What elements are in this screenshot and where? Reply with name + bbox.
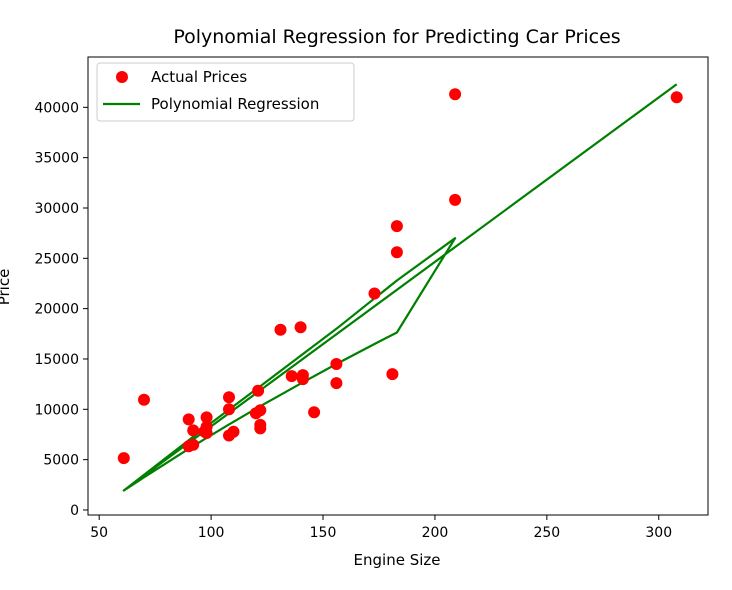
data-point [187,438,200,451]
data-point [294,321,307,334]
plot-area [117,83,683,492]
data-point [254,422,267,435]
y-tick-label: 35000 [34,151,79,167]
legend-label-actual-prices: Actual Prices [151,68,247,86]
y-tick-label: 10000 [34,402,79,418]
data-point [296,373,309,386]
y-axis: 0 5000 10000 15000 20000 25000 30000 35000 40000 [34,100,88,519]
data-point [187,424,200,437]
data-point [274,323,287,336]
x-axis-label: Engine Size [354,551,441,569]
legend-label-polynomial-regression: Polynomial Regression [151,95,319,113]
data-point [223,391,235,404]
data-point [390,220,403,233]
data-point [670,91,683,104]
data-point [330,358,343,370]
legend-marker-actual-prices [116,71,128,83]
x-tick-label: 50 [90,525,108,541]
y-tick-label: 0 [70,503,79,519]
data-point [390,246,403,259]
y-tick-label: 5000 [43,453,79,469]
chart-title: Polynomial Regression for Predicting Car… [173,26,620,48]
y-tick-label: 30000 [34,201,79,217]
y-axis-label: Price [0,269,13,306]
x-axis: 50 100 150 200 250 300 [90,515,672,541]
data-point [449,193,462,206]
data-point [254,404,267,417]
data-point [449,88,462,101]
x-tick-label: 250 [533,525,560,541]
y-tick-label: 40000 [34,100,79,116]
data-point [227,425,240,438]
data-point [223,403,235,416]
data-point [386,368,399,381]
y-tick-label: 15000 [34,352,79,368]
data-point [252,384,265,397]
data-point [182,413,195,426]
x-tick-label: 100 [198,525,225,541]
data-point [285,370,298,383]
legend: Actual Prices Polynomial Regression [96,62,355,122]
data-point [368,287,381,300]
data-point [308,406,321,419]
legend-box [96,62,355,122]
y-tick-label: 25000 [34,251,79,267]
x-tick-label: 200 [422,525,449,541]
data-point [117,452,130,465]
data-point [200,411,213,424]
data-point [200,427,213,439]
data-point [138,393,150,406]
x-tick-label: 150 [310,525,337,541]
plot-frame [87,56,709,516]
x-tick-label: 300 [645,525,672,541]
data-point [330,377,343,390]
y-tick-label: 20000 [34,302,79,318]
